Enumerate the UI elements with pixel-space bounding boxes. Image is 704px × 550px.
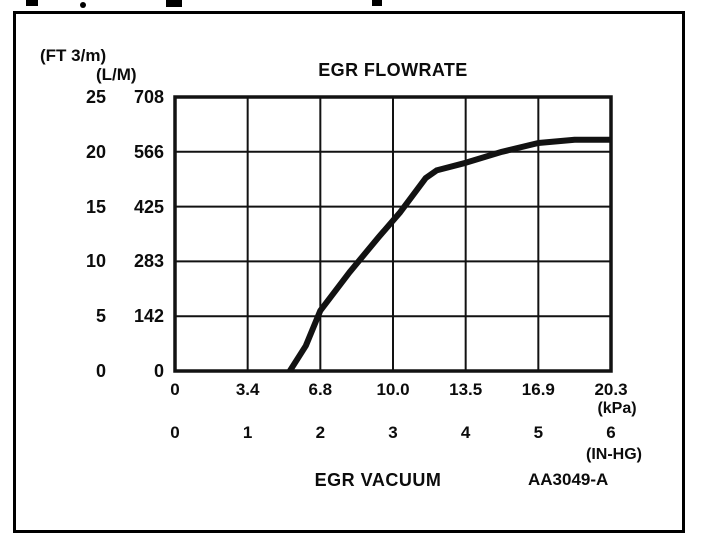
y-axis-unit-lm: (L/M)	[96, 65, 137, 84]
scan-artifact	[372, 0, 382, 6]
x-axis-unit-inhg: (IN-HG)	[586, 446, 642, 463]
x-tick-label: 0	[170, 423, 180, 442]
x-tick-label: 10.0	[376, 380, 410, 399]
y-tick-label: 5	[95, 306, 106, 327]
y-tick-label: 0	[95, 361, 106, 381]
y-tick-label: 708	[133, 87, 164, 107]
x-tick-label: 3.4	[235, 380, 260, 399]
y-tick-label: 283	[133, 251, 164, 272]
y-tick-label: 20	[85, 141, 106, 162]
x-tick-label: 2	[315, 423, 326, 442]
x-tick-label: 1	[242, 423, 253, 442]
y-tick-label: 15	[85, 196, 106, 217]
x-tick-label: 0	[170, 380, 180, 399]
chart-frame-border	[13, 11, 685, 533]
reference-code: AA3049-A	[528, 470, 609, 489]
x-axis-title: EGR VACUUM	[314, 470, 442, 490]
scan-artifact	[80, 2, 86, 8]
x-tick-label: 13.5	[449, 380, 483, 399]
x-tick-label: 6.8	[308, 380, 333, 399]
y-ticks-lm: 708 566 425 283 142 0	[112, 88, 164, 380]
plot-area	[173, 95, 613, 373]
x-axis-unit-kpa: (kPa)	[597, 400, 637, 417]
x-ticks-inhg: 0 1 2 3 4 5 6	[170, 423, 615, 444]
y-tick-label: 566	[133, 141, 164, 162]
x-tick-label: 3	[388, 423, 398, 442]
chart-title: EGR FLOWRATE	[318, 60, 468, 80]
scan-artifact	[26, 0, 38, 6]
x-ticks-kpa: 0 3.4 6.8 10.0 13.5 16.9 20.3	[170, 380, 627, 401]
x-tick-label: 16.9	[521, 380, 555, 399]
y-ticks-ft3m: 25 20 15 10 5 0	[56, 88, 106, 380]
x-tick-label: 20.3	[594, 380, 628, 399]
y-tick-label: 25	[85, 87, 106, 107]
y-tick-label: 0	[153, 361, 164, 381]
x-tick-label: 6	[606, 423, 616, 442]
y-tick-label: 425	[133, 196, 164, 217]
y-axis-unit-ft3m: (FT 3/m)	[40, 46, 107, 65]
y-tick-label: 142	[133, 306, 164, 327]
flowrate-curve-plot	[173, 95, 613, 373]
x-tick-label: 4	[460, 423, 471, 442]
y-tick-label: 10	[85, 251, 106, 272]
x-tick-label: 5	[533, 423, 544, 442]
scan-artifact	[166, 0, 182, 7]
